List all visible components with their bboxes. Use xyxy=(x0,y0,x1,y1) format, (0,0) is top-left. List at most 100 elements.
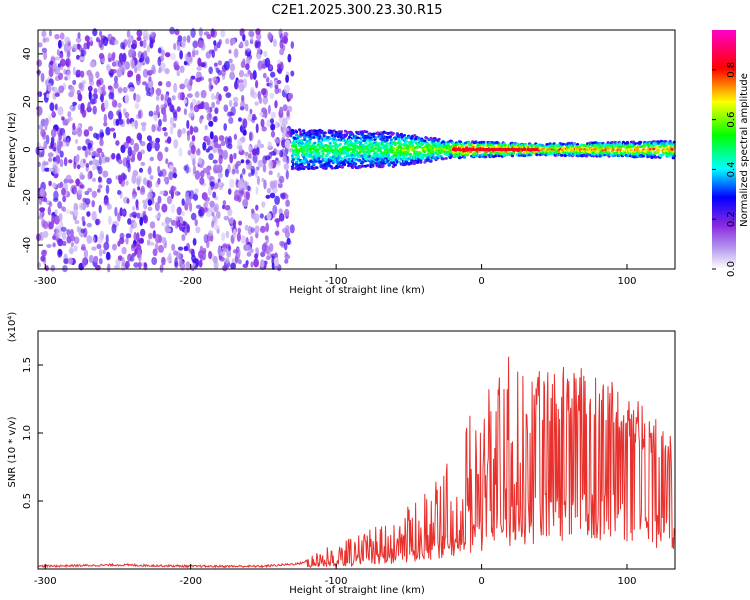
spectrogram-cell xyxy=(127,253,133,262)
spectrogram-cell xyxy=(65,174,72,182)
spectrogram-cell xyxy=(305,133,309,137)
spectrogram-cell xyxy=(611,148,615,152)
spectrogram-cell xyxy=(76,127,83,137)
spectrogram-cell xyxy=(44,122,48,131)
spectrogram-cell xyxy=(173,112,178,122)
spectrogram-cell xyxy=(174,257,178,267)
colorbar-tick-label: 0.8 xyxy=(726,62,737,78)
spectrogram-cell xyxy=(218,181,222,187)
spectrogram-cell xyxy=(86,222,93,228)
spectrogram-cell xyxy=(232,249,239,254)
spectrogram-cell xyxy=(178,147,183,158)
spectrogram-cell xyxy=(224,257,230,264)
spectrogram-cell xyxy=(120,65,124,73)
spectrogram-cell xyxy=(126,198,130,204)
spectrogram-cell xyxy=(185,195,191,206)
spectrogram-cell xyxy=(639,140,643,144)
spectrogram-cell xyxy=(43,51,47,61)
figure-title: C2E1.2025.300.23.30.R15 xyxy=(271,3,442,18)
spectrogram-cell xyxy=(230,262,237,270)
spectrogram-cell xyxy=(198,40,204,48)
spectrogram-cell xyxy=(63,43,69,53)
spectrogram-cell xyxy=(410,137,414,140)
spectrogram-cell xyxy=(233,152,237,160)
spectrogram-cell xyxy=(80,70,85,78)
spectrogram-cell xyxy=(72,44,78,52)
spectrogram-cell xyxy=(222,204,226,210)
spectrogram-cell xyxy=(244,103,249,112)
spectrogram-cell xyxy=(185,261,191,271)
spectrogram-cell xyxy=(427,138,431,142)
spectrogram-cell xyxy=(151,257,158,265)
spectrogram-cell xyxy=(85,162,90,168)
spectrogram-cell xyxy=(238,144,243,152)
spectrogram-cell xyxy=(418,145,422,149)
spectrogram-cell xyxy=(53,61,58,69)
spectrogram-cell xyxy=(137,62,142,72)
spectrogram-cell xyxy=(134,248,138,255)
spectrogram-cell xyxy=(99,138,104,147)
spectrogram-cell xyxy=(135,93,141,103)
spectrogram-cell xyxy=(274,121,279,129)
spectrogram-cell xyxy=(229,153,234,164)
spectrogram-cell xyxy=(317,152,321,155)
spectrogram-cell xyxy=(312,136,316,139)
spectrogram-cell xyxy=(222,247,228,253)
spectrogram-cell xyxy=(268,159,273,170)
spectrogram-cell xyxy=(279,48,285,56)
spectrogram-cell xyxy=(136,175,142,184)
spectrogram-cell xyxy=(484,155,488,159)
spectrogram-cell xyxy=(200,115,204,120)
spectrogram-cell xyxy=(397,160,401,164)
spectrogram-cell xyxy=(277,172,281,179)
spectrogram-cell xyxy=(89,98,96,105)
spectrogram-cell xyxy=(79,56,85,61)
spectrogram-cell xyxy=(133,142,140,152)
spectrogram-y-tick-label: -40 xyxy=(22,237,33,253)
spectrogram-cell xyxy=(62,132,67,141)
spectrogram-cell xyxy=(342,162,346,166)
spectrogram-cell xyxy=(654,155,658,159)
spectrogram-cell xyxy=(222,200,227,206)
colorbar-tick-label: 0.4 xyxy=(726,161,737,177)
spectrogram-cell xyxy=(458,140,463,144)
spectrogram-cell xyxy=(192,258,197,264)
spectrogram-cell xyxy=(189,77,193,87)
spectrogram-cell xyxy=(249,235,254,245)
spectrogram-cell xyxy=(302,129,306,133)
spectrogram-cell xyxy=(267,141,272,149)
spectrogram-cell xyxy=(67,111,72,118)
spectrogram-cell xyxy=(60,226,67,232)
spectrogram-cell xyxy=(252,113,256,119)
spectrogram-cell xyxy=(181,198,185,206)
spectrogram-cell xyxy=(57,106,64,116)
spectrogram-cell xyxy=(56,144,62,154)
spectrogram-cell xyxy=(228,99,233,107)
spectrogram-cell xyxy=(87,142,93,149)
spectrogram-cell xyxy=(115,118,120,126)
spectrogram-cell xyxy=(274,86,280,95)
spectrogram-cell xyxy=(223,123,227,131)
spectrogram-cell xyxy=(220,69,226,77)
spectrogram-cell xyxy=(228,116,234,124)
spectrogram-cell xyxy=(285,169,289,180)
spectrogram-cell xyxy=(176,44,181,52)
spectrogram-cell xyxy=(225,92,232,98)
spectrogram-cell xyxy=(183,108,187,116)
spectrogram-cell xyxy=(269,243,274,252)
spectrogram-cell xyxy=(250,36,254,44)
spectrogram-cell xyxy=(194,219,198,227)
spectrogram-cell xyxy=(47,82,52,92)
spectrogram-cell xyxy=(69,229,74,236)
spectrogram-cell xyxy=(117,85,123,96)
spectrogram-cell xyxy=(199,177,205,185)
spectrogram-cell xyxy=(257,159,264,168)
spectrogram-cell xyxy=(96,147,103,154)
spectrogram-cell xyxy=(62,195,67,203)
spectrogram-cell xyxy=(224,204,231,211)
spectrogram-cell xyxy=(237,259,242,265)
spectrogram-cell xyxy=(207,146,213,151)
spectrogram-cell xyxy=(269,118,275,124)
spectrogram-cell xyxy=(242,168,246,175)
spectrogram-cell xyxy=(411,143,415,146)
